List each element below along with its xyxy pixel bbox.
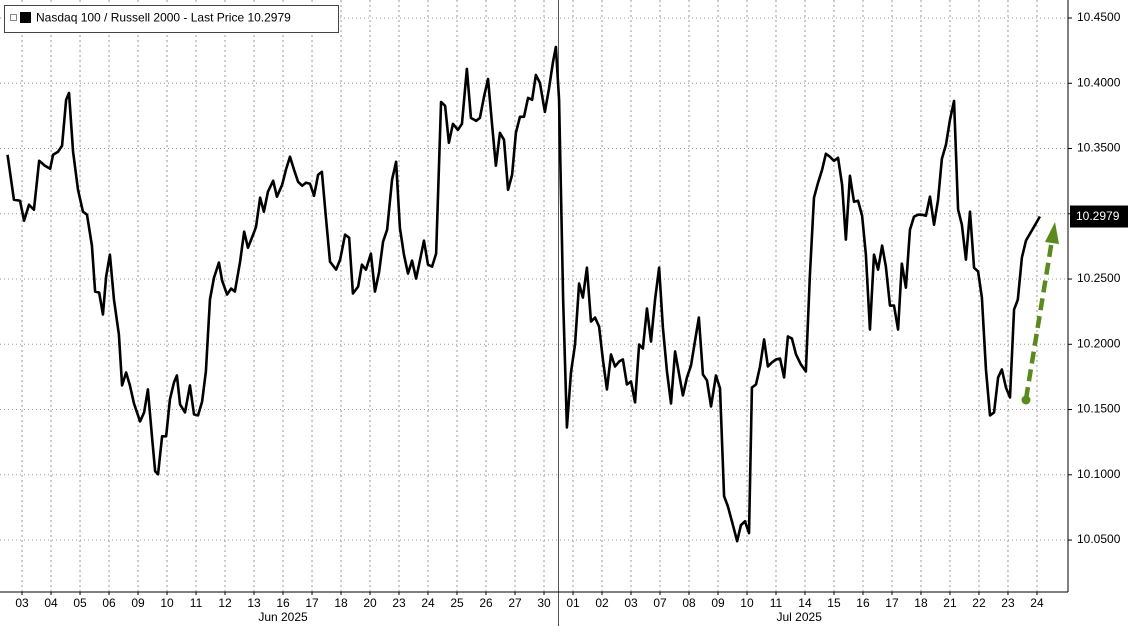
x-tick-label: 02: [595, 596, 609, 610]
x-tick-label: 13: [247, 596, 261, 610]
x-tick-label: 16: [276, 596, 290, 610]
x-tick-label: 20: [363, 596, 377, 610]
y-tick-label: 10.1000: [1077, 467, 1121, 481]
y-tick-label: 10.1500: [1077, 402, 1121, 416]
x-tick-label: 23: [392, 596, 406, 610]
arrow-origin: [1021, 395, 1031, 405]
x-tick-label: 04: [44, 596, 58, 610]
y-tick-label: 10.3500: [1077, 141, 1121, 155]
x-tick-label: 21: [943, 596, 957, 610]
price-line: [6, 45, 1041, 543]
last-price-label: 10.2979: [1076, 209, 1120, 223]
x-tick-label: 12: [218, 596, 232, 610]
legend: Nasdaq 100 / Russell 2000 - Last Price 1…: [4, 5, 339, 33]
y-tick-label: 10.0500: [1077, 532, 1121, 546]
x-tick-label: 09: [711, 596, 725, 610]
x-tick-label: 07: [653, 596, 667, 610]
y-tick-label: 10.4500: [1077, 10, 1121, 24]
x-tick-label: 15: [827, 596, 841, 610]
y-tick-label: 10.2500: [1077, 271, 1121, 285]
x-tick-label: 08: [682, 596, 696, 610]
x-tick-label: 23: [1001, 596, 1015, 610]
x-tick-label: 06: [102, 596, 116, 610]
x-tick-label: 27: [508, 596, 522, 610]
last-price-tag: 10.2979: [1070, 205, 1128, 228]
series: [6, 45, 1041, 543]
x-tick-label: 14: [798, 596, 812, 610]
x-tick-label: 18: [334, 596, 348, 610]
ticks: 10.050010.100010.150010.200010.250010.30…: [15, 10, 1120, 624]
trend-arrow: [1021, 222, 1059, 405]
grid: [0, 0, 1068, 592]
x-tick-label: 11: [190, 596, 203, 610]
x-tick-label: 01: [566, 596, 580, 610]
x-tick-label: 17: [885, 596, 899, 610]
x-tick-label: 03: [624, 596, 638, 610]
legend-box: [4, 5, 339, 33]
x-tick-label: 09: [131, 596, 145, 610]
x-tick-label: 17: [305, 596, 319, 610]
x-tick-label: 05: [73, 596, 87, 610]
x-tick-label: 10: [160, 596, 174, 610]
x-tick-label: 30: [537, 596, 551, 610]
x-tick-label: 11: [770, 596, 783, 610]
y-tick-label: 10.2000: [1077, 336, 1121, 350]
arrow-head: [1045, 222, 1059, 244]
legend-swatch: [20, 12, 31, 23]
month-label: Jun 2025: [258, 610, 308, 624]
y-tick-label: 10.4000: [1077, 75, 1121, 89]
x-tick-label: 03: [15, 596, 29, 610]
x-tick-label: 24: [421, 596, 435, 610]
x-tick-label: 26: [479, 596, 493, 610]
last-price-box: [1070, 205, 1128, 228]
legend-label: Nasdaq 100 / Russell 2000 - Last Price 1…: [36, 11, 291, 25]
x-tick-label: 10: [740, 596, 754, 610]
x-tick-label: 25: [450, 596, 464, 610]
month-label: Jul 2025: [777, 610, 823, 624]
x-tick-label: 16: [856, 596, 870, 610]
x-tick-label: 24: [1030, 596, 1044, 610]
arrow-shaft: [1023, 239, 1055, 400]
x-tick-label: 18: [914, 596, 928, 610]
legend-toggle: [10, 14, 17, 21]
x-tick-label: 22: [972, 596, 986, 610]
